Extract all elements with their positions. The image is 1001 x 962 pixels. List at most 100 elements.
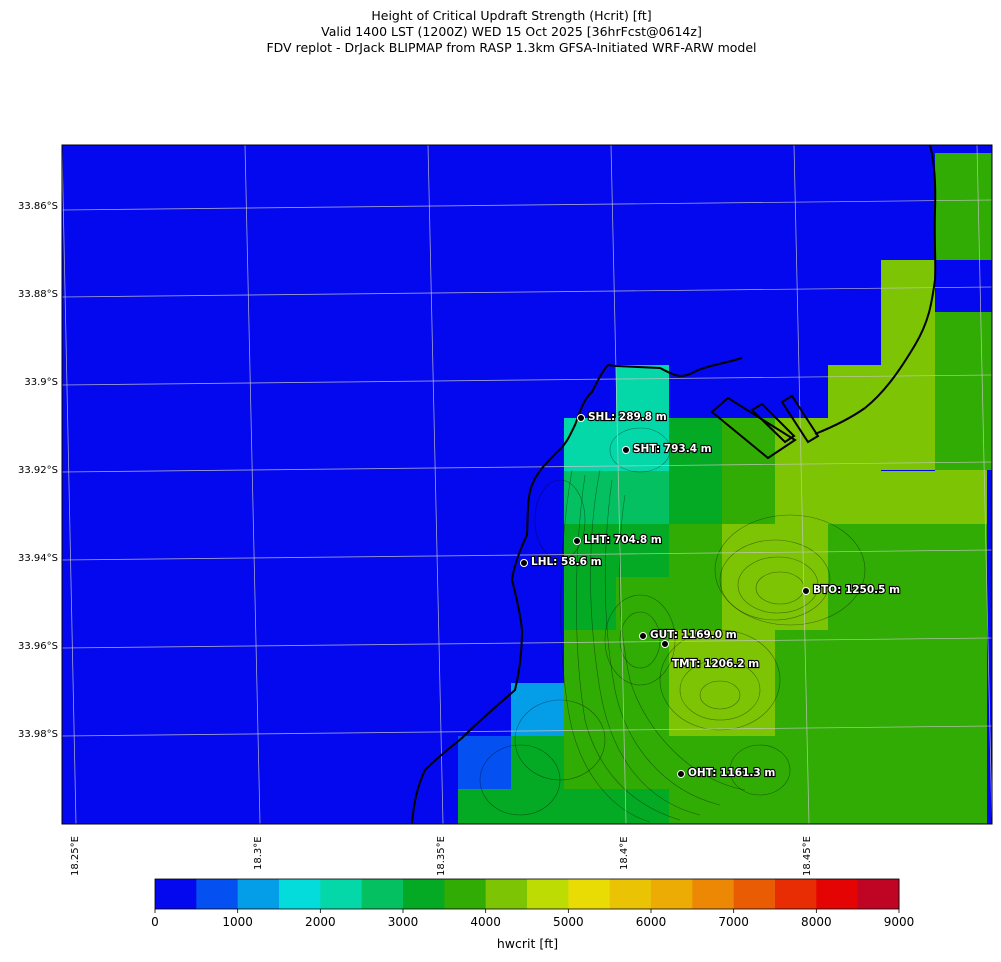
colorbar-tick-label: 6000 (635, 915, 667, 929)
lat-label: 33.88°S (18, 289, 58, 300)
lat-label: 33.94°S (18, 553, 58, 564)
contour-ring (729, 744, 791, 796)
title-line-3: FDV replot - DrJack BLIPMAP from RASP 1.… (266, 40, 757, 55)
lon-label: 18.4°E (619, 836, 630, 870)
colorbar-segment (651, 879, 693, 909)
station-label: SHL: 289.8 m (588, 411, 667, 423)
lon-label: 18.25°E (70, 836, 81, 876)
lat-label: 33.98°S (18, 729, 58, 740)
colorbar-segment (527, 879, 569, 909)
grid-line (62, 461, 992, 473)
cell (458, 736, 511, 789)
colorbar-segment (568, 879, 611, 909)
cell (828, 365, 881, 418)
grid-line (62, 549, 992, 561)
colorbar-segment (279, 879, 321, 909)
grid-line (62, 725, 992, 737)
harbour-pier (750, 402, 796, 444)
station-markers: SHL: 289.8 m SHT: 793.4 m LHT: 704.8 m LHL:… (520, 410, 901, 780)
colorbar-segment (320, 879, 363, 909)
cell (564, 683, 669, 736)
lat-label: 33.92°S (18, 465, 58, 476)
colorbar-segment (155, 879, 197, 909)
contour-ring (719, 539, 831, 621)
lon-label: 18.35°E (436, 836, 447, 876)
contour-ring (479, 744, 561, 816)
cell (881, 260, 935, 365)
station-label: TMT: 1206.2 m (672, 658, 759, 670)
cell (564, 736, 987, 789)
contour-ring (609, 427, 671, 473)
lon-label: 18.45°E (802, 836, 813, 876)
colorbar-tick-label: 2000 (305, 915, 336, 929)
colorbar-segment (485, 879, 528, 909)
station-marker (577, 414, 585, 422)
cell (828, 418, 881, 471)
cell (828, 524, 987, 630)
map-title: Height of Critical Updraft Strength (Hcr… (0, 8, 1001, 56)
cell (669, 789, 987, 824)
harbour-breakwater (710, 396, 797, 460)
station-marker (622, 446, 630, 454)
grid-line (793, 145, 810, 824)
cell (564, 418, 669, 471)
colorbar-tick-label: 0 (151, 915, 159, 929)
cell (511, 736, 564, 789)
cell (564, 630, 669, 683)
map-area: SHL: 289.8 m SHT: 793.4 m LHT: 704.8 m LHL:… (62, 145, 992, 824)
grid-line (62, 637, 992, 649)
colorbar (154, 879, 900, 913)
lat-label: 33.96°S (18, 641, 58, 652)
grid-line (62, 374, 992, 386)
colorbar-tick-label: 5000 (553, 915, 584, 929)
harbour-pier (780, 394, 820, 444)
cell (669, 418, 722, 471)
title-line-1: Height of Critical Updraft Strength (Hcr… (371, 8, 652, 23)
coastline-east (814, 145, 937, 435)
contour-ring (619, 611, 661, 669)
cell (935, 153, 992, 260)
colorbar-tick-label: 3000 (387, 915, 419, 929)
cell (564, 471, 669, 524)
cell (722, 471, 775, 524)
contour-ring (514, 699, 606, 781)
station-label: LHL: 58.6 m (531, 556, 602, 568)
cell (669, 524, 722, 577)
coastline-west (411, 357, 743, 824)
station-label: SHT: 793.4 m (633, 443, 712, 455)
lon-label: 18.3°E (253, 836, 264, 870)
colorbar-segment (444, 879, 487, 909)
station-label: LHT: 704.8 m (584, 534, 662, 546)
cell (935, 470, 987, 524)
cell (722, 524, 828, 630)
colorbar-segment (857, 879, 900, 909)
cell (669, 630, 775, 736)
station-marker (573, 537, 581, 545)
colorbar-segment (361, 879, 404, 909)
grid-line (427, 145, 444, 824)
grid-line (976, 145, 992, 824)
colorbar-tick-label: 7000 (718, 915, 749, 929)
station-marker (661, 640, 669, 648)
station-marker (677, 770, 685, 778)
cell (616, 365, 669, 418)
colorbar-segment (816, 879, 859, 909)
contour-ring (714, 514, 866, 626)
contour-ring (699, 680, 741, 710)
cell (511, 683, 564, 736)
contour-line (590, 469, 701, 816)
colorbar-segment (237, 879, 280, 909)
cell (775, 471, 935, 524)
cell (616, 577, 722, 630)
station-marker (520, 559, 528, 567)
lat-label: 33.86°S (18, 201, 58, 212)
contour-line (560, 469, 651, 823)
colorbar-segment (733, 879, 776, 909)
station-marker (639, 632, 647, 640)
contour-ring (737, 556, 819, 614)
station-label: BTO: 1250.5 m (813, 584, 900, 596)
grid-line (62, 199, 992, 211)
colorbar-segment (775, 879, 817, 909)
contour-ring (534, 479, 586, 561)
graticule (62, 145, 992, 824)
